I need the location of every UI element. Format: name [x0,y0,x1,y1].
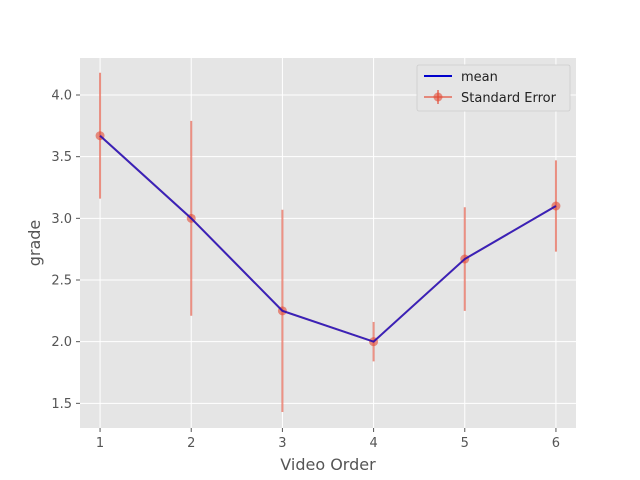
x-tick-label: 6 [552,436,560,451]
x-tick-label: 1 [96,436,104,451]
plot-area [80,58,576,428]
legend-error-label: Standard Error [461,91,557,106]
x-tick-label: 5 [461,436,469,451]
y-tick-label: 1.5 [51,397,72,412]
legend-box [416,64,571,112]
y-tick-label: 2.0 [51,335,72,350]
mean-line [99,134,557,343]
y-tick-label: 3.5 [51,150,72,165]
y-axis-label: grade [25,220,44,267]
x-tick-label: 2 [187,436,195,451]
legend-error-swatch-marker [433,92,443,102]
y-tick-label: 3.0 [51,212,72,227]
legend-mean-label: mean [461,70,498,85]
x-axis-label: Video Order [280,455,376,474]
y-tick-label: 4.0 [51,89,72,104]
y-tick-label: 2.5 [51,274,72,289]
y-ticks: 1.5 2.0 2.5 3.0 3.5 4.0 [51,89,80,412]
x-ticks: 1 2 3 4 5 6 [96,428,560,451]
x-tick-label: 4 [369,436,377,451]
series-lines [99,134,557,343]
legend: mean Standard Error [416,64,571,112]
x-tick-label: 3 [278,436,286,451]
